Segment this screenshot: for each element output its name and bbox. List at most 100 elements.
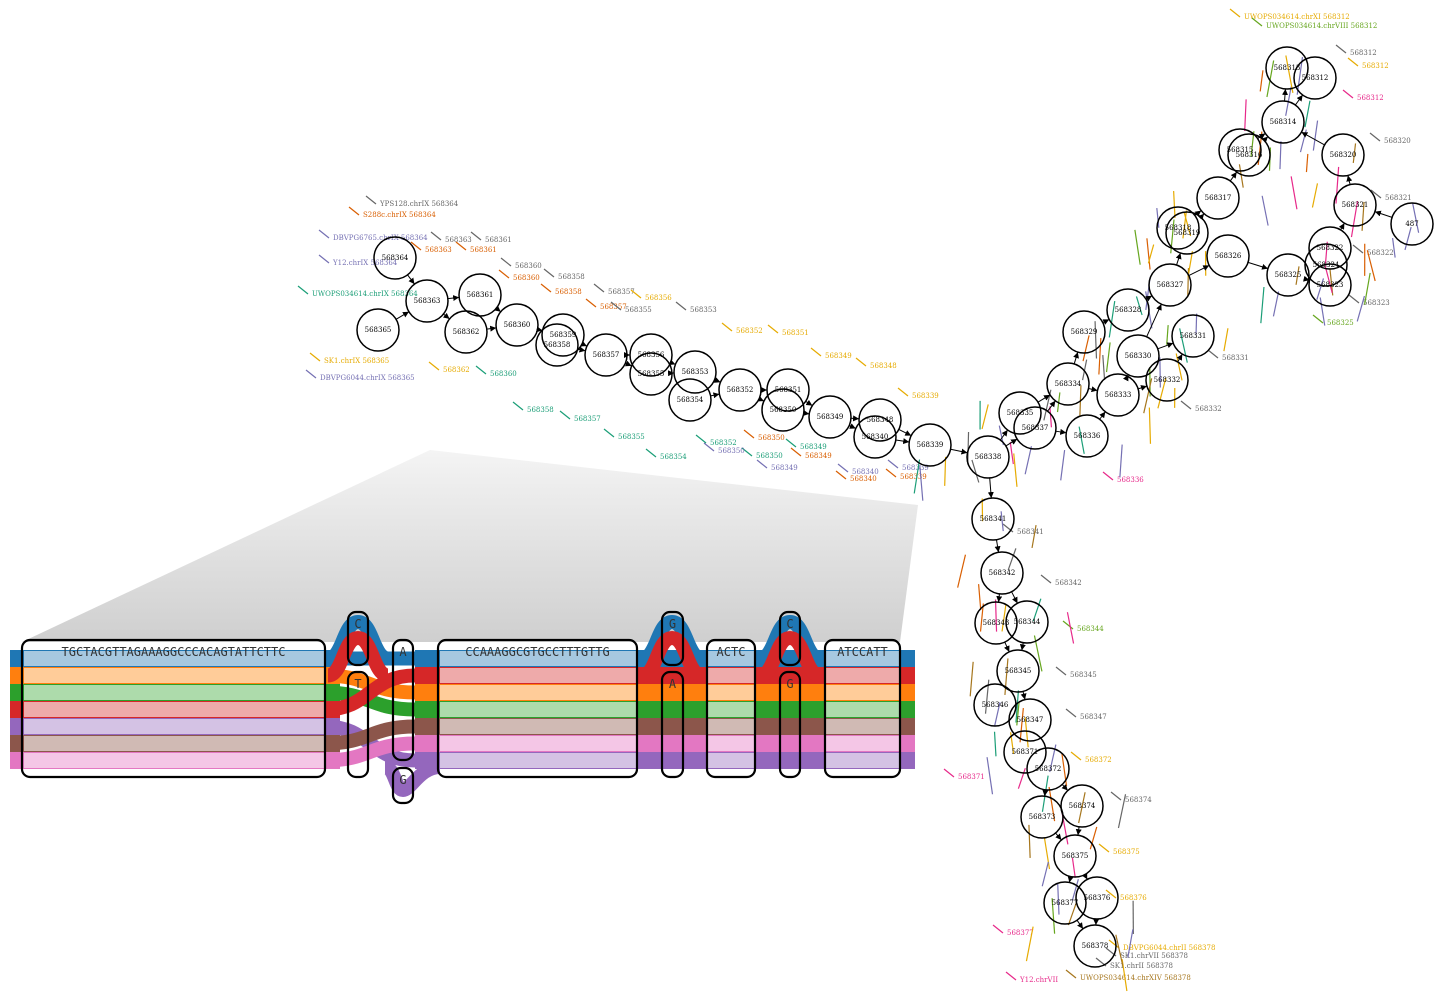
graph-node[interactable]: 568353 <box>673 350 717 394</box>
annotation-tick <box>1043 837 1051 870</box>
graph-node[interactable]: 568365 <box>356 308 400 352</box>
annotation-tick <box>919 465 924 501</box>
sequence-node-snp3b[interactable]: A <box>660 670 685 779</box>
sequence-node-snp1b[interactable]: T <box>346 670 370 779</box>
graph-node[interactable]: 568331 <box>1171 314 1215 358</box>
graph-node[interactable]: 568345 <box>996 649 1040 693</box>
graph-node[interactable]: 568375 <box>1053 834 1097 878</box>
graph-node[interactable]: 568349 <box>808 395 852 439</box>
graph-node[interactable]: 568336 <box>1065 414 1109 458</box>
graph-node[interactable]: 568330 <box>1116 334 1160 378</box>
graph-node[interactable]: 568312 <box>1293 56 1337 100</box>
annotation-tick <box>1127 929 1134 958</box>
graph-node[interactable]: 568347 <box>1008 698 1052 742</box>
graph-node[interactable]: 568359 <box>541 313 585 357</box>
graph-node[interactable]: 568341 <box>971 497 1015 541</box>
graph-node[interactable]: 568320 <box>1321 133 1365 177</box>
annotation-label: 568362 <box>428 361 470 374</box>
band-right-fill <box>708 685 754 700</box>
graph-node[interactable]: 568318 <box>1156 206 1200 250</box>
graph-node[interactable]: 568377 <box>1043 881 1087 925</box>
graph-node[interactable]: 568314 <box>1261 100 1305 144</box>
annotation-tick <box>1025 926 1034 962</box>
graph-node[interactable]: 568329 <box>1062 310 1106 354</box>
node-label: 568354 <box>677 396 704 404</box>
graph-node[interactable]: 568371 <box>1003 730 1047 774</box>
sequence-node-snp4b[interactable]: G <box>778 670 802 779</box>
graph-node[interactable]: 487 <box>1390 202 1434 246</box>
graph-node[interactable]: 568315 <box>1218 128 1262 172</box>
graph-node[interactable]: 568339 <box>908 423 952 467</box>
graph-node[interactable]: 568319 <box>1165 211 1209 255</box>
graph-node[interactable]: 568361 <box>458 273 502 317</box>
graph-node[interactable]: 568358 <box>535 323 579 367</box>
sequence-node-seg2[interactable]: CCAAAGGCGTGCCTTTGTTG <box>436 638 639 779</box>
annotation-tick <box>837 463 849 473</box>
graph-node[interactable]: 568357 <box>584 333 628 377</box>
graph-node[interactable]: 568321 <box>1333 183 1377 227</box>
annotation-label: 568339 <box>897 387 939 400</box>
graph-node[interactable]: 568338 <box>966 435 1010 479</box>
annotation-text: 568351 <box>782 329 809 337</box>
annotation-label: 568349 <box>756 459 798 472</box>
graph-edge <box>802 410 810 416</box>
graph-edge <box>580 340 588 347</box>
sequence-node-snp4a[interactable]: C <box>778 610 802 667</box>
annotation-label: 568332 <box>1180 400 1222 413</box>
graph-node[interactable]: 568362 <box>444 310 488 354</box>
graph-node[interactable]: 568374 <box>1060 784 1104 828</box>
graph-node[interactable]: 568328 <box>1106 288 1150 332</box>
graph-node[interactable]: 568313 <box>1265 46 1309 90</box>
annotation-tick <box>410 241 422 251</box>
graph-node[interactable]: 568344 <box>1005 600 1049 644</box>
graph-node[interactable]: 568378 <box>1073 924 1117 968</box>
sequence-node-snp2b[interactable]: G <box>391 766 415 805</box>
annotation-label: 568372 <box>1070 751 1112 764</box>
graph-edge <box>1073 351 1079 365</box>
graph-node[interactable]: 568376 <box>1075 876 1119 920</box>
graph-node[interactable]: 568317 <box>1196 176 1240 220</box>
graph-node[interactable]: 568372 <box>1026 747 1070 791</box>
graph-node[interactable]: 568340 <box>853 415 897 459</box>
annotation-text: 568349 <box>800 443 827 451</box>
node-circle <box>1206 234 1250 278</box>
graph-node[interactable]: 568334 <box>1046 362 1090 406</box>
sequence-node-snp2a[interactable]: A <box>391 638 415 762</box>
annotation-tick <box>1024 717 1029 748</box>
annotation-tick <box>721 322 733 332</box>
graph-node[interactable]: 568316 <box>1227 133 1271 177</box>
graph-node[interactable]: 568333 <box>1096 373 1140 417</box>
graph-node[interactable]: 568342 <box>980 551 1024 595</box>
graph-node[interactable]: 568323 <box>1308 263 1352 307</box>
graph-node[interactable]: 568352 <box>718 368 762 412</box>
annotation-label: 568360 <box>498 269 540 282</box>
sequence-node-seg1[interactable]: TGCTACGTTAGAAAGGCCCACAGTATTCTTC <box>20 638 327 779</box>
sequence-node-seg3[interactable]: ACTC <box>705 638 757 779</box>
graph-node[interactable]: 568326 <box>1206 234 1250 278</box>
sequence-node-snp1a[interactable]: C <box>346 610 370 667</box>
graph-node[interactable]: 568332 <box>1145 358 1189 402</box>
graph-node[interactable]: 568348 <box>858 398 902 442</box>
band-crossing <box>324 736 416 768</box>
annotation-text: 568360 <box>490 370 517 378</box>
graph-node[interactable]: 568360 <box>495 303 539 347</box>
graph-node[interactable]: 568356 <box>629 333 673 377</box>
graph-node[interactable]: 568355 <box>629 352 673 396</box>
graph-node[interactable]: 568350 <box>761 388 805 432</box>
graph-node[interactable]: 568337 <box>1013 406 1057 450</box>
graph-edge <box>494 305 502 313</box>
sequence-node-seg4[interactable]: ATCCATT <box>823 638 902 779</box>
graph-node[interactable]: 568354 <box>668 378 712 422</box>
annotation-tick <box>1352 143 1357 164</box>
graph-node[interactable]: 568322 <box>1308 226 1352 270</box>
sequence-node-snp3a[interactable]: G <box>660 610 685 667</box>
graph-node[interactable]: 568373 <box>1020 795 1064 839</box>
graph-node[interactable]: 568364 <box>373 236 417 280</box>
node-circle <box>1106 288 1150 332</box>
graph-node[interactable]: 568363 <box>405 279 449 323</box>
graph-node[interactable]: 568325 <box>1266 253 1310 297</box>
annotation-label: 568357 <box>593 283 635 296</box>
graph-node[interactable]: 568343 <box>974 601 1018 645</box>
graph-node[interactable]: 568327 <box>1148 263 1192 307</box>
annotation-label: 568360 <box>500 257 542 270</box>
